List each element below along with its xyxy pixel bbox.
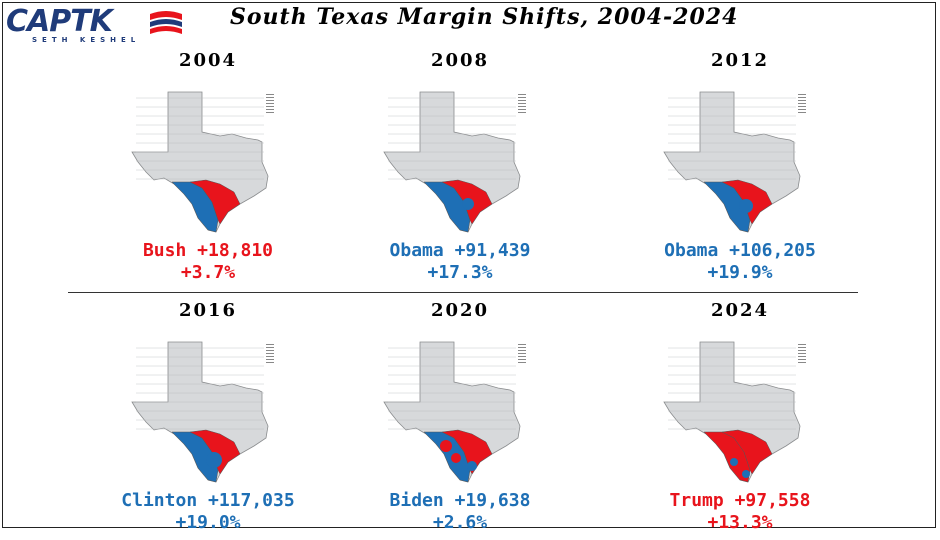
captk-logo: CAPTK SETH KESHEL (6, 4, 186, 46)
result-margin: Obama +91,439 (389, 240, 531, 261)
map-note-mark (518, 106, 526, 107)
map-note-mark (798, 344, 806, 345)
map-note-mark (266, 94, 274, 95)
map-note-mark (518, 112, 526, 113)
south-texas-east-region (189, 429, 241, 475)
county-cluster (742, 470, 750, 478)
result-margin: Trump +97,558 (669, 490, 811, 511)
map-note-mark (518, 97, 526, 98)
map-note-mark (518, 359, 526, 360)
map-note-mark (518, 353, 526, 354)
map-note-mark (798, 347, 806, 348)
year-label: 2008 (430, 50, 490, 71)
map-note-mark (518, 362, 526, 363)
map-note-mark (798, 356, 806, 357)
county-cluster (730, 458, 738, 466)
map-note-mark (266, 344, 274, 345)
result-margin: Obama +106,205 (664, 240, 816, 261)
map-note-mark (798, 109, 806, 110)
result-percent: +19.9% (707, 262, 773, 283)
map-note-mark (266, 112, 274, 113)
map-note-mark (266, 362, 274, 363)
panel-2016: 2016 Clinton +117,035 +19.0% (58, 300, 358, 540)
year-label: 2012 (710, 50, 770, 71)
result-percent: +17.3% (427, 262, 493, 283)
map-note-mark (798, 103, 806, 104)
panel-2004: 2004 Bush +18,810 +3.7% (58, 50, 358, 290)
map-note-mark (518, 344, 526, 345)
county-cluster (451, 453, 461, 463)
south-texas-east-region (189, 179, 241, 225)
map-note-mark (798, 350, 806, 351)
south-texas-east-region (721, 429, 773, 475)
map-note-mark (266, 353, 274, 354)
map-note-mark (518, 356, 526, 357)
result-margin: Bush +18,810 (142, 240, 274, 261)
logo-wordmark: CAPTK (6, 4, 113, 39)
map-note-mark (518, 100, 526, 101)
map-note-mark (266, 97, 274, 98)
texas-county-map (663, 341, 806, 483)
panel-2008: 2008 Obama +91,439 +17.3% (310, 50, 610, 290)
page-title: South Texas Margin Shifts, 2004-2024 (230, 4, 739, 30)
year-label: 2004 (178, 50, 238, 71)
texas-county-map (383, 341, 526, 483)
texas-county-map (663, 91, 806, 233)
texas-county-map (383, 91, 526, 233)
panel-2012: 2012 Obama +106,205 +19.9% (590, 50, 890, 290)
panel-2020: 2020 Biden +19,638 +2.6% (310, 300, 610, 540)
map-note-mark (266, 347, 274, 348)
map-note-mark (266, 359, 274, 360)
result-percent: +19.0% (175, 512, 241, 533)
result-percent: +2.6% (432, 512, 488, 533)
image-frame (2, 2, 936, 528)
map-note-mark (266, 100, 274, 101)
logo-subtitle: SETH KESHEL (32, 36, 141, 44)
result-percent: +13.3% (707, 512, 773, 533)
result-percent: +3.7% (180, 262, 236, 283)
south-texas-east-region (441, 429, 493, 475)
panel-2024: 2024 Trump +97,558 +13.3% (590, 300, 890, 540)
year-label: 2016 (178, 300, 238, 321)
map-note-mark (798, 97, 806, 98)
map-note-mark (266, 350, 274, 351)
texas-county-map (131, 341, 274, 483)
county-cluster (462, 198, 474, 210)
row-divider (68, 292, 858, 293)
county-cluster (206, 452, 222, 468)
year-label: 2024 (710, 300, 770, 321)
map-note-mark (798, 100, 806, 101)
map-note-mark (266, 109, 274, 110)
map-note-mark (266, 356, 274, 357)
county-cluster (440, 440, 452, 452)
texas-county-map (131, 91, 274, 233)
map-note-mark (266, 103, 274, 104)
map-note-mark (518, 347, 526, 348)
county-cluster (739, 199, 753, 213)
map-note-mark (798, 359, 806, 360)
map-note-mark (518, 350, 526, 351)
map-note-mark (798, 112, 806, 113)
result-margin: Biden +19,638 (389, 490, 531, 511)
map-note-mark (518, 103, 526, 104)
map-note-mark (798, 106, 806, 107)
map-note-mark (266, 106, 274, 107)
map-note-mark (798, 362, 806, 363)
map-note-mark (798, 94, 806, 95)
year-label: 2020 (430, 300, 490, 321)
eagle-flag-icon (150, 11, 182, 34)
result-margin: Clinton +117,035 (121, 490, 295, 511)
map-note-mark (518, 109, 526, 110)
county-cluster (467, 461, 477, 471)
map-note-mark (798, 353, 806, 354)
map-note-mark (518, 94, 526, 95)
